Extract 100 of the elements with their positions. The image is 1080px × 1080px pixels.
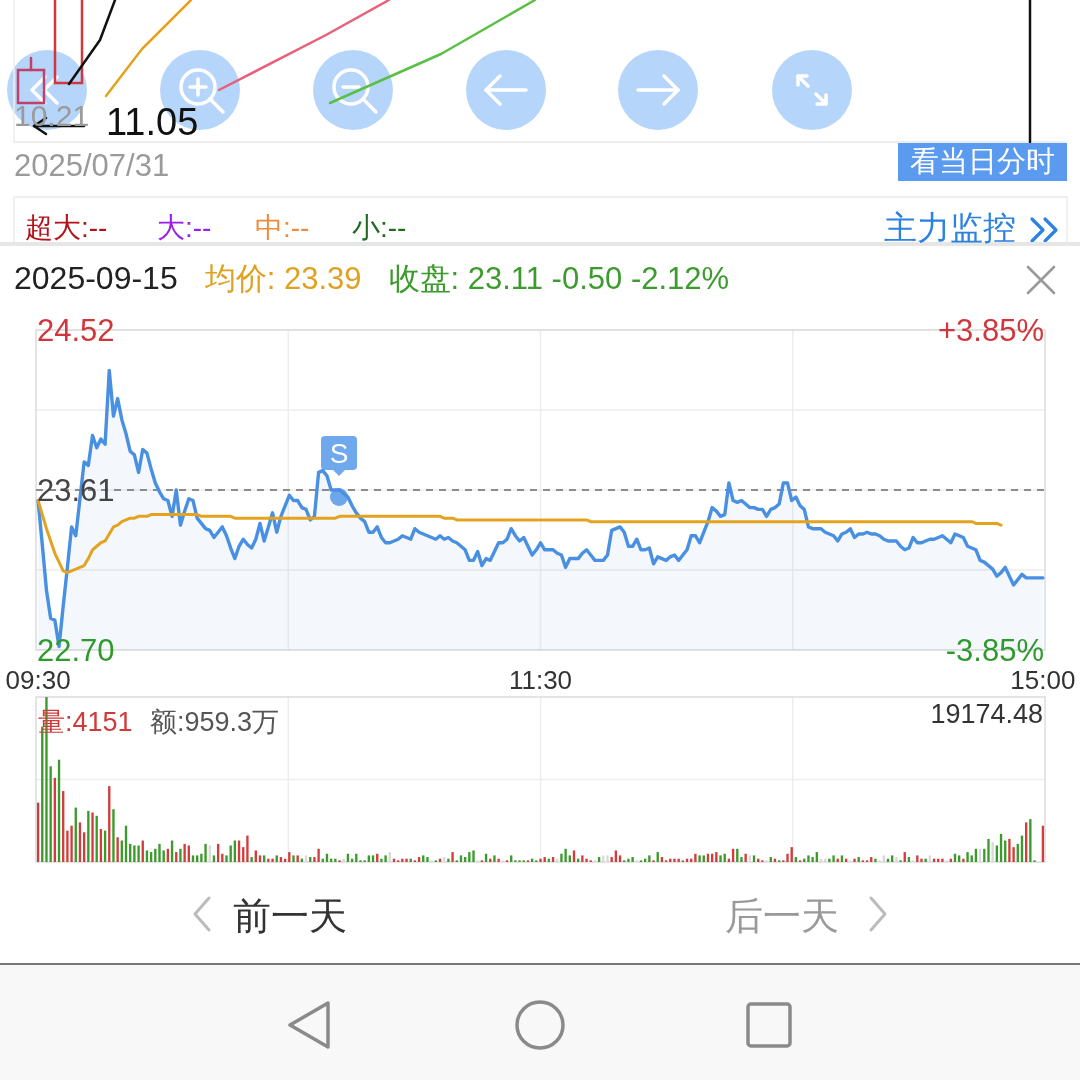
bar [405,858,408,862]
bar [258,855,262,862]
bar [447,858,450,862]
bar [744,853,747,862]
bar [740,857,743,862]
bar [158,843,161,862]
bar [296,855,299,862]
bar [585,858,588,862]
bar [891,855,894,862]
bar [1029,819,1032,862]
bar [694,853,697,862]
bar [719,855,722,862]
bar [191,855,195,862]
bar [916,855,919,862]
bar [874,858,877,862]
text: 均价: 23.39 [203,261,362,296]
bar [853,858,856,862]
bar [87,810,90,862]
text: 中:-- [255,212,310,243]
bar [581,855,584,862]
text: 收盘: 23.11 -0.50 -2.12% [388,261,730,296]
bar [66,830,69,862]
bar [677,858,680,862]
bar [958,855,961,862]
bar [1008,838,1011,862]
bar [564,848,567,862]
bar [116,837,119,862]
bar [384,855,387,862]
bar [568,855,571,862]
bar [137,845,140,862]
annotation: 19174.48 [930,699,1043,729]
bar [828,858,831,862]
bar [267,858,270,862]
bar [752,855,756,862]
bar [451,852,454,862]
bar [627,858,630,862]
bar [966,852,969,862]
bar [510,855,513,862]
bar [807,855,810,862]
text: 主力监控 [884,209,1016,246]
text: 看当日分时 [909,145,1055,177]
bar [702,855,705,862]
bar [459,855,463,862]
bar [840,855,844,862]
bar [263,855,266,862]
bar [250,857,253,862]
bar [275,855,278,862]
text: 后一天 [725,895,839,937]
bar [225,855,228,862]
bar [618,855,622,862]
bar [334,858,337,862]
bar [367,855,371,862]
bar [962,858,965,862]
bar [786,853,789,862]
bar [920,858,923,862]
bar [179,848,182,862]
bar [698,855,701,862]
text: 前一天 [233,895,347,937]
text: 11.05 [106,101,199,143]
bar [987,838,990,862]
bar [271,858,274,862]
bar [317,848,320,862]
bar [811,857,814,862]
bar [673,858,676,862]
bar [715,852,718,862]
bar [91,812,94,862]
text: 超大:-- [25,212,108,243]
annotation: S [329,438,349,469]
text: 小:-- [352,212,407,243]
annotation: 额:959.3万 [150,707,280,737]
bar [648,855,651,862]
bar [70,825,73,862]
bar [371,855,375,862]
bar [832,855,835,862]
x-tick-label: 11:30 [508,665,573,695]
bar [539,858,542,862]
bar [246,835,249,862]
bar [212,855,216,862]
bar [497,858,500,862]
bar [380,858,383,862]
bar [426,857,429,862]
bar [493,855,496,862]
bar [560,853,563,862]
bar [183,843,186,862]
bar [401,858,404,862]
bar [196,855,199,862]
bar [292,855,295,862]
bar [112,809,115,862]
text: 2025/07/31 [14,148,170,183]
bar [472,850,475,862]
bar [970,855,973,862]
bar [204,843,207,862]
line-series [36,499,1003,575]
chart-title: 2025-09-15 [14,260,178,296]
text: 大:-- [157,212,212,243]
bar [941,858,944,862]
y2-tick-label: +3.85% [937,313,1044,349]
bar [631,857,634,862]
bar [422,855,425,862]
bar [133,845,136,862]
